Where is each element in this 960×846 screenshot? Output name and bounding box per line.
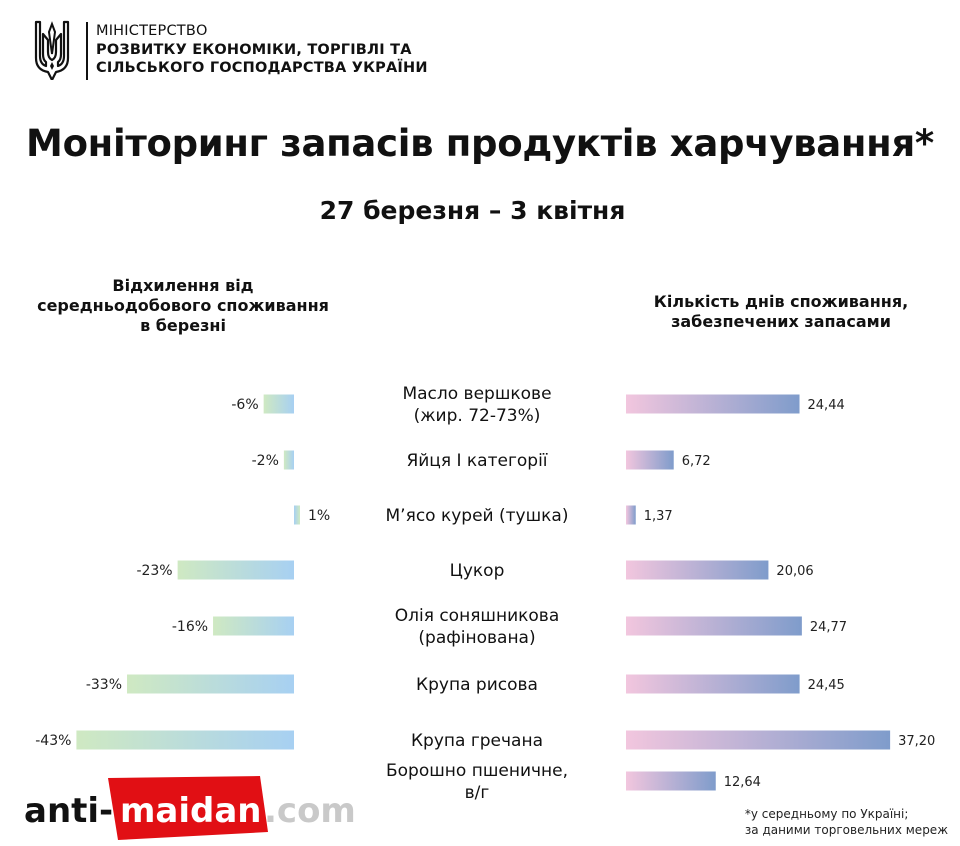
deviation-label: -33% <box>86 677 122 693</box>
days-label: 12,64 <box>724 775 761 790</box>
deviation-label: -23% <box>136 563 172 579</box>
days-bar <box>626 674 800 694</box>
days-label: 6,72 <box>682 454 711 469</box>
deviation-label: -43% <box>35 733 71 749</box>
category-label: М’ясо курей (тушка) <box>386 506 569 526</box>
right-header-line-1: Кількість днів споживання, <box>653 292 909 311</box>
left-header-line-2: середньодобового споживання <box>37 296 329 315</box>
days-bar <box>626 560 769 580</box>
category-label: Масло вершкове <box>402 384 551 404</box>
category-label: Цукор <box>450 561 505 581</box>
watermark-red-banner <box>108 776 268 840</box>
category-label: (жир. 72-73%) <box>414 406 541 426</box>
category-label: Крупа гречана <box>411 731 543 751</box>
ministry-name: МІНІСТЕРСТВО РОЗВИТКУ ЕКОНОМІКИ, ТОРГІВЛ… <box>96 22 428 78</box>
footnote: *у середньому по Україні; за даними торг… <box>745 806 948 838</box>
days-label: 1,37 <box>644 509 673 524</box>
days-label: 20,06 <box>776 564 813 579</box>
deviation-bar <box>263 394 294 414</box>
deviation-label: -16% <box>172 619 208 635</box>
watermark-text-com: .com <box>264 791 356 831</box>
category-label: Борошно пшеничне, <box>386 761 568 781</box>
left-header-line-3: в березні <box>140 316 226 335</box>
footnote-line-1: *у середньому по Україні; <box>744 807 909 821</box>
ministry-line-2: РОЗВИТКУ ЕКОНОМІКИ, ТОРГІВЛІ ТА <box>96 41 412 58</box>
watermark-logo-graphic: anti- maidan .com <box>24 776 356 840</box>
footnote-line-2: за даними торговельних мереж <box>744 823 948 837</box>
header-divider <box>86 22 88 80</box>
page-subtitle: 27 березня – 3 квітня <box>319 196 626 225</box>
days-bar <box>626 616 802 636</box>
ministry-line-3: СІЛЬСЬКОГО ГОСПОДАРСТВА УКРАЇНИ <box>96 60 428 76</box>
category-label: в/г <box>465 783 490 803</box>
deviation-label: -6% <box>231 397 258 413</box>
deviation-label: -2% <box>252 453 279 469</box>
category-label: Олія соняшникова <box>395 606 560 626</box>
days-label: 24,77 <box>810 620 847 635</box>
days-bar <box>626 730 891 750</box>
category-label: (рафінована) <box>418 628 535 648</box>
deviation-label: 1% <box>308 508 330 524</box>
page-title: Моніторинг запасів продуктів харчування* <box>26 122 934 165</box>
days-bar <box>626 771 716 791</box>
watermark-logo: anti- maidan .com <box>22 776 358 842</box>
right-column-header: Кількість днів споживання, забезпечених … <box>636 292 926 332</box>
deviation-bar <box>76 730 294 750</box>
days-label: 24,45 <box>808 678 845 693</box>
left-column-header: Відхилення від середньодобового споживан… <box>28 276 338 336</box>
category-label: Яйця І категорії <box>406 451 547 471</box>
watermark-text-maidan: maidan <box>120 791 262 831</box>
deviation-bar <box>294 505 300 525</box>
left-header-line-1: Відхилення від <box>112 276 254 295</box>
days-bar <box>626 505 636 525</box>
deviation-bar <box>177 560 294 580</box>
deviation-bar <box>127 674 295 694</box>
deviation-bar <box>283 450 294 470</box>
trident-emblem-icon <box>34 20 70 80</box>
days-label: 24,44 <box>808 398 845 413</box>
deviation-bar <box>213 616 294 636</box>
days-bar <box>626 450 674 470</box>
watermark-text-anti: anti- <box>24 791 113 831</box>
right-header-line-2: забезпечених запасами <box>671 312 891 331</box>
days-bar <box>626 394 800 414</box>
category-label: Крупа рисова <box>416 675 538 695</box>
days-label: 37,20 <box>898 734 935 749</box>
ministry-line-1: МІНІСТЕРСТВО <box>96 23 208 39</box>
